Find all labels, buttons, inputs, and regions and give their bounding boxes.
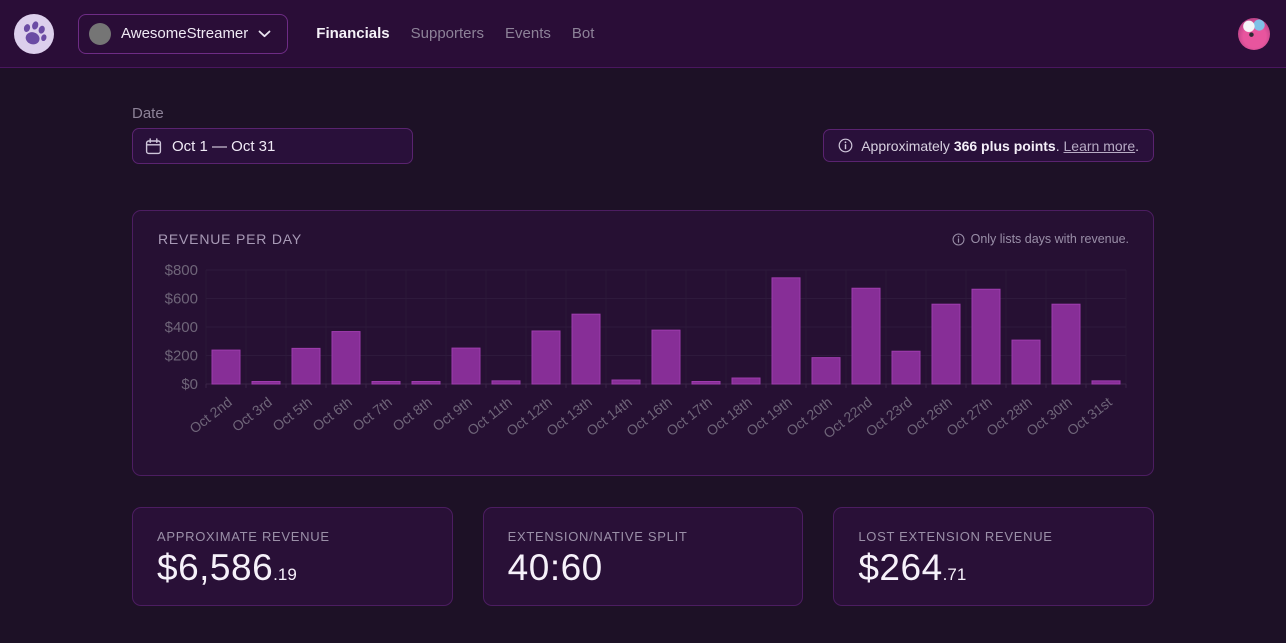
revenue-bar[interactable] bbox=[1011, 339, 1041, 385]
info-icon bbox=[952, 233, 965, 246]
x-axis-tick-label: Oct 5th bbox=[269, 394, 314, 434]
revenue-bar[interactable] bbox=[371, 381, 401, 385]
stat-label: EXTENSION/NATIVE SPLIT bbox=[507, 529, 688, 544]
x-axis-tick-label: Oct 3rd bbox=[229, 394, 275, 435]
revenue-bar[interactable] bbox=[451, 347, 481, 385]
stat-value: $264.71 bbox=[858, 547, 967, 588]
revenue-bar[interactable] bbox=[1091, 380, 1121, 385]
stat-card-approximate-revenue: APPROXIMATE REVENUE $6,586.19 bbox=[132, 507, 453, 606]
nav-link-events[interactable]: Events bbox=[505, 25, 551, 42]
date-filter: Date Oct 1 — Oct 31 bbox=[132, 105, 413, 164]
stats-row: APPROXIMATE REVENUE $6,586.19 EXTENSION/… bbox=[132, 507, 1155, 606]
revenue-bar[interactable] bbox=[851, 287, 881, 385]
revenue-bar[interactable] bbox=[331, 331, 361, 385]
stat-card-lost-extension-revenue: LOST EXTENSION REVENUE $264.71 bbox=[833, 507, 1155, 606]
app-logo[interactable] bbox=[14, 13, 54, 54]
revenue-bar[interactable] bbox=[771, 277, 801, 385]
revenue-bar[interactable] bbox=[931, 303, 961, 385]
x-axis-tick-label: Oct 31st bbox=[1064, 394, 1115, 439]
x-axis-tick-label: Oct 30th bbox=[1023, 394, 1075, 439]
main-content: Date Oct 1 — Oct 31 bbox=[132, 105, 1155, 606]
x-axis-tick-label: Oct 8th bbox=[389, 394, 434, 434]
stat-label: APPROXIMATE REVENUE bbox=[157, 529, 330, 544]
revenue-bar[interactable] bbox=[971, 288, 1001, 385]
y-axis-tick-label: $800 bbox=[165, 262, 198, 279]
chevron-down-icon bbox=[258, 30, 271, 38]
revenue-bar[interactable] bbox=[251, 381, 281, 385]
y-axis-tick-label: $400 bbox=[165, 319, 198, 336]
x-axis-tick-label: Oct 7th bbox=[349, 394, 394, 434]
y-axis-tick-label: $0 bbox=[181, 376, 198, 393]
revenue-chart-card: REVENUE PER DAY Only lists days with rev… bbox=[132, 210, 1154, 476]
x-axis-tick-label: Oct 2nd bbox=[186, 394, 234, 437]
chart-note-text: Only lists days with revenue. bbox=[970, 232, 1129, 246]
points-notice-badge: Approximately 366 plus points. Learn mor… bbox=[823, 129, 1154, 162]
revenue-bar[interactable] bbox=[611, 379, 641, 385]
revenue-bar[interactable] bbox=[691, 381, 721, 385]
revenue-bar[interactable] bbox=[731, 377, 761, 385]
stat-value: 40:60 bbox=[507, 547, 603, 588]
info-icon bbox=[838, 138, 853, 153]
date-range-input[interactable]: Oct 1 — Oct 31 bbox=[132, 128, 413, 164]
nav-link-bot[interactable]: Bot bbox=[571, 25, 595, 42]
top-nav: AwesomeStreamer Financials Supporters Ev… bbox=[0, 0, 1286, 68]
stat-value: $6,586.19 bbox=[157, 547, 297, 588]
nav-links: Financials Supporters Events Bot bbox=[316, 25, 594, 42]
streamer-name: AwesomeStreamer bbox=[121, 25, 249, 42]
calendar-icon bbox=[145, 137, 162, 155]
filter-row: Date Oct 1 — Oct 31 bbox=[132, 105, 1154, 164]
learn-more-link[interactable]: Learn more bbox=[1063, 137, 1136, 154]
stat-label: LOST EXTENSION REVENUE bbox=[858, 529, 1053, 544]
nav-link-supporters[interactable]: Supporters bbox=[410, 25, 485, 42]
revenue-bar[interactable] bbox=[291, 347, 321, 385]
chart-note: Only lists days with revenue. bbox=[952, 232, 1129, 246]
chart-title: REVENUE PER DAY bbox=[158, 231, 302, 247]
stat-card-extension-native-split: EXTENSION/NATIVE SPLIT 40:60 bbox=[482, 507, 804, 606]
x-axis-tick-label: Oct 6th bbox=[309, 394, 354, 434]
y-axis-tick-label: $600 bbox=[165, 291, 198, 308]
paw-logo-icon bbox=[14, 13, 54, 54]
points-notice-text: Approximately 366 plus points. Learn mor… bbox=[861, 137, 1139, 154]
revenue-bar[interactable] bbox=[531, 330, 561, 385]
streamer-avatar bbox=[89, 22, 111, 45]
date-filter-label: Date bbox=[132, 105, 164, 122]
revenue-bar[interactable] bbox=[491, 380, 521, 385]
revenue-bar[interactable] bbox=[411, 381, 441, 385]
revenue-bar[interactable] bbox=[811, 357, 841, 385]
revenue-bar[interactable] bbox=[891, 350, 921, 385]
revenue-bar[interactable] bbox=[1051, 303, 1081, 385]
user-avatar[interactable] bbox=[1238, 17, 1270, 50]
revenue-bar[interactable] bbox=[651, 329, 681, 385]
chart-header: REVENUE PER DAY Only lists days with rev… bbox=[133, 211, 1153, 247]
revenue-bar[interactable] bbox=[211, 349, 241, 385]
streamer-selector-dropdown[interactable]: AwesomeStreamer bbox=[78, 13, 289, 54]
revenue-bar[interactable] bbox=[571, 313, 601, 385]
date-range-value: Oct 1 — Oct 31 bbox=[172, 137, 276, 155]
nav-link-financials[interactable]: Financials bbox=[316, 25, 390, 42]
y-axis-tick-label: $200 bbox=[165, 348, 198, 365]
